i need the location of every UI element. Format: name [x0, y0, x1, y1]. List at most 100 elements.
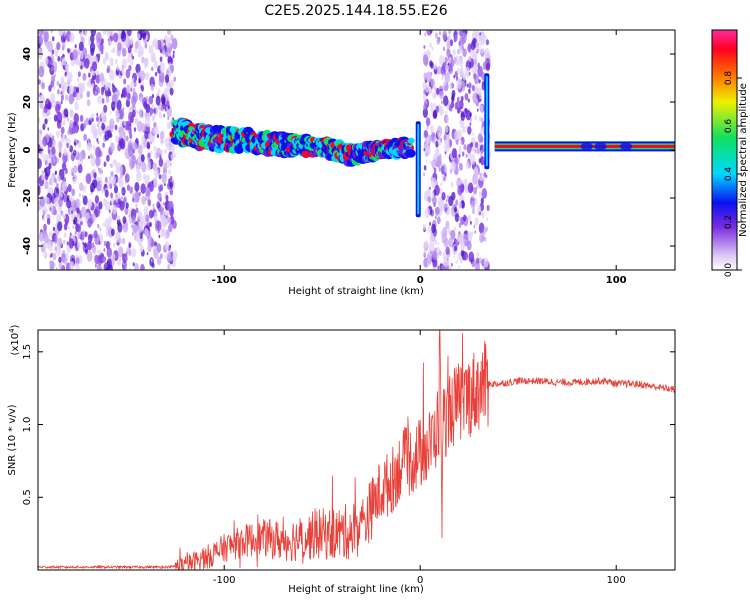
noise-blob: [434, 215, 437, 220]
noise-blob: [451, 94, 455, 101]
noise-blob: [117, 112, 120, 118]
noise-blob: [160, 130, 165, 140]
noise-blob: [79, 182, 84, 192]
noise-blob: [50, 65, 54, 72]
noise-blob: [67, 48, 70, 53]
noise-blob: [429, 160, 432, 166]
noise-blob: [137, 33, 141, 40]
noise-blob: [150, 150, 153, 155]
noise-blob: [84, 58, 90, 69]
noise-blob: [169, 188, 174, 196]
noise-blob: [128, 145, 134, 158]
noise-blob: [54, 209, 57, 216]
snr-y-ticks: 0.5 1.0 1.5: [22, 344, 675, 505]
noise-blob: [436, 87, 440, 95]
noise-blob: [109, 162, 112, 168]
noise-blob: [161, 216, 168, 228]
noise-blob: [473, 99, 476, 104]
noise-blob: [101, 98, 105, 104]
noise-blob: [117, 214, 120, 221]
noise-blob: [90, 47, 95, 56]
noise-blob: [148, 161, 151, 165]
noise-blob: [166, 100, 170, 107]
noise-blob: [110, 192, 113, 199]
noise-blob: [49, 260, 53, 267]
noise-blob: [55, 188, 58, 193]
noise-blob: [131, 95, 137, 107]
noise-blob: [121, 196, 123, 200]
noise-blob: [126, 120, 132, 131]
noise-blob: [435, 105, 440, 113]
noise-blob: [121, 68, 125, 75]
noise-blob: [463, 144, 467, 151]
x-tick-label: -100: [212, 275, 237, 286]
noise-blob: [443, 95, 449, 107]
noise-blob: [450, 229, 456, 240]
noise-blob: [66, 143, 69, 149]
noise-blob: [48, 117, 51, 122]
noise-blob: [80, 221, 83, 226]
noise-blob: [442, 30, 448, 41]
noise-blob: [137, 71, 141, 78]
noise-blob: [78, 41, 84, 52]
noise-blob: [110, 171, 114, 178]
noise-blob: [130, 81, 135, 89]
noise-blob: [442, 256, 449, 268]
noise-blob: [54, 262, 57, 267]
noise-blob: [74, 248, 77, 253]
noise-blob: [434, 239, 438, 246]
noise-blob: [76, 77, 80, 83]
colorbar-tick-label: 0.8: [724, 71, 734, 86]
noise-blob: [473, 224, 476, 229]
noise-blob: [163, 39, 166, 44]
noise-blob: [43, 31, 49, 43]
noise-blob: [459, 30, 463, 37]
noise-blob: [437, 265, 440, 270]
noise-blob: [76, 87, 79, 94]
noise-blob: [47, 240, 54, 251]
noise-blob: [462, 151, 465, 157]
noise-blob: [38, 117, 41, 124]
noise-blob: [79, 51, 84, 60]
noise-blob: [483, 172, 487, 178]
noise-blob: [93, 172, 97, 179]
noise-blob: [476, 147, 480, 155]
noise-blob: [123, 120, 126, 127]
noise-blob: [477, 62, 480, 68]
noise-blob: [74, 101, 79, 111]
x-tick-label: 0: [417, 575, 423, 586]
noise-blob: [60, 100, 63, 105]
noise-blob: [82, 195, 88, 206]
noise-blob: [169, 87, 174, 96]
noise-blob: [169, 162, 172, 167]
noise-blob: [74, 230, 77, 235]
noise-blob: [74, 44, 77, 49]
noise-blob: [423, 45, 426, 49]
noise-blob: [98, 249, 102, 256]
noise-blob: [430, 78, 436, 88]
noise-blob: [109, 31, 112, 36]
noise-blob: [41, 82, 45, 90]
noise-blob: [119, 127, 125, 139]
noise-blob: [433, 202, 436, 208]
noise-blob: [480, 128, 484, 135]
noise-blob: [173, 76, 176, 82]
noise-blob: [432, 250, 438, 261]
noise-blob: [95, 264, 97, 268]
noise-blob: [439, 187, 443, 195]
spectrogram-panel: -100 0 100 -40 -20 0 20 40 Height of straight …: [7, 29, 676, 297]
noise-blob: [111, 36, 114, 41]
noise-blob: [439, 250, 442, 256]
noise-blob: [53, 197, 59, 207]
noise-blob: [446, 36, 449, 41]
noise-blob: [147, 174, 150, 180]
noise-blob: [119, 137, 125, 150]
noise-blob: [422, 54, 429, 66]
noise-blob: [50, 75, 56, 84]
noise-blob: [422, 107, 428, 119]
noise-blob: [108, 81, 112, 88]
noise-blob: [423, 148, 426, 152]
noise-blob: [135, 207, 139, 214]
noise-blob: [82, 72, 87, 81]
noise-blob: [450, 181, 454, 188]
